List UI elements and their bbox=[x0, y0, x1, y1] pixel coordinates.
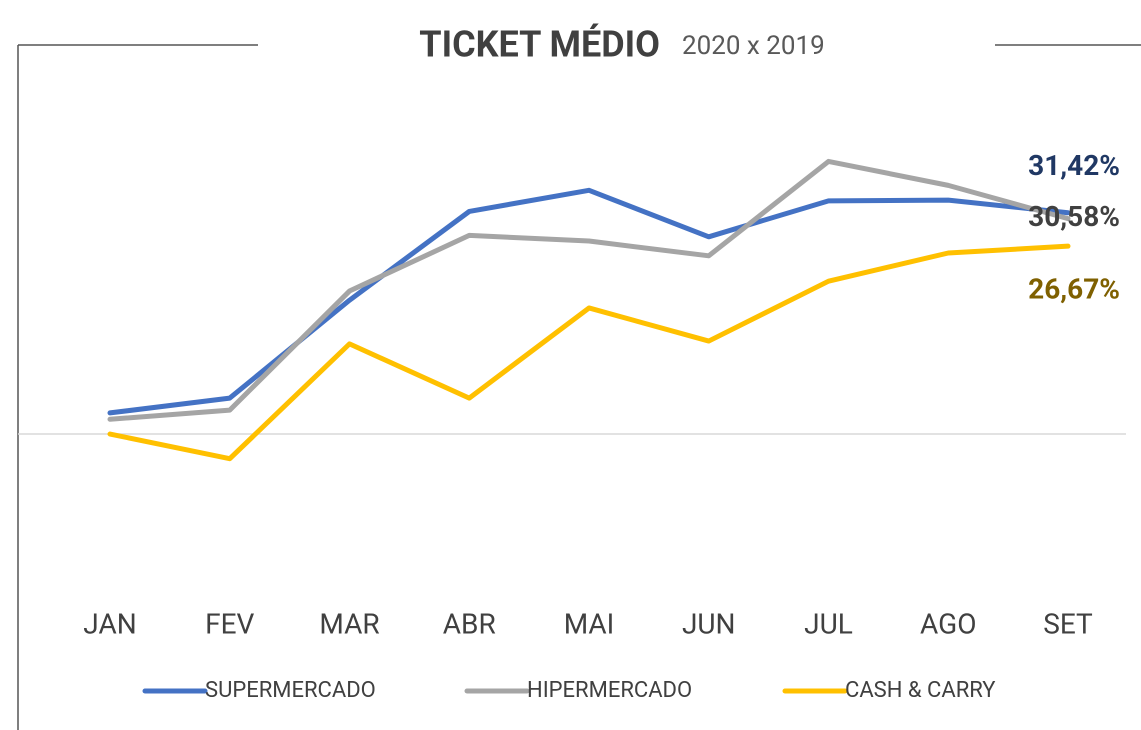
x-tick-label: JUN bbox=[682, 607, 736, 640]
x-tick-label: JUL bbox=[804, 607, 853, 640]
x-tick-label: SET bbox=[1043, 607, 1093, 640]
data-label: 26,67% bbox=[1028, 273, 1120, 306]
x-tick-label: MAR bbox=[319, 607, 379, 640]
x-tick-label: JAN bbox=[83, 607, 136, 640]
series-line bbox=[107, 243, 1071, 462]
x-tick-label: FEV bbox=[205, 607, 254, 640]
data-label: 31,42% bbox=[1028, 149, 1120, 182]
x-tick-label: AGO bbox=[920, 607, 976, 640]
chart-subtitle: 2020 x 2019 bbox=[682, 31, 825, 61]
series-line bbox=[107, 187, 1071, 416]
legend-label: CASH & CARRY bbox=[845, 678, 996, 703]
chart-title: TICKET MÉDIO bbox=[419, 23, 660, 66]
legend-label: SUPERMERCADO bbox=[205, 678, 376, 703]
x-tick-label: ABR bbox=[443, 607, 496, 640]
data-label: 30,58% bbox=[1028, 200, 1120, 233]
legend-label: HIPERMERCADO bbox=[527, 678, 692, 703]
x-tick-label: MAI bbox=[564, 607, 615, 640]
series-line bbox=[107, 158, 1071, 422]
